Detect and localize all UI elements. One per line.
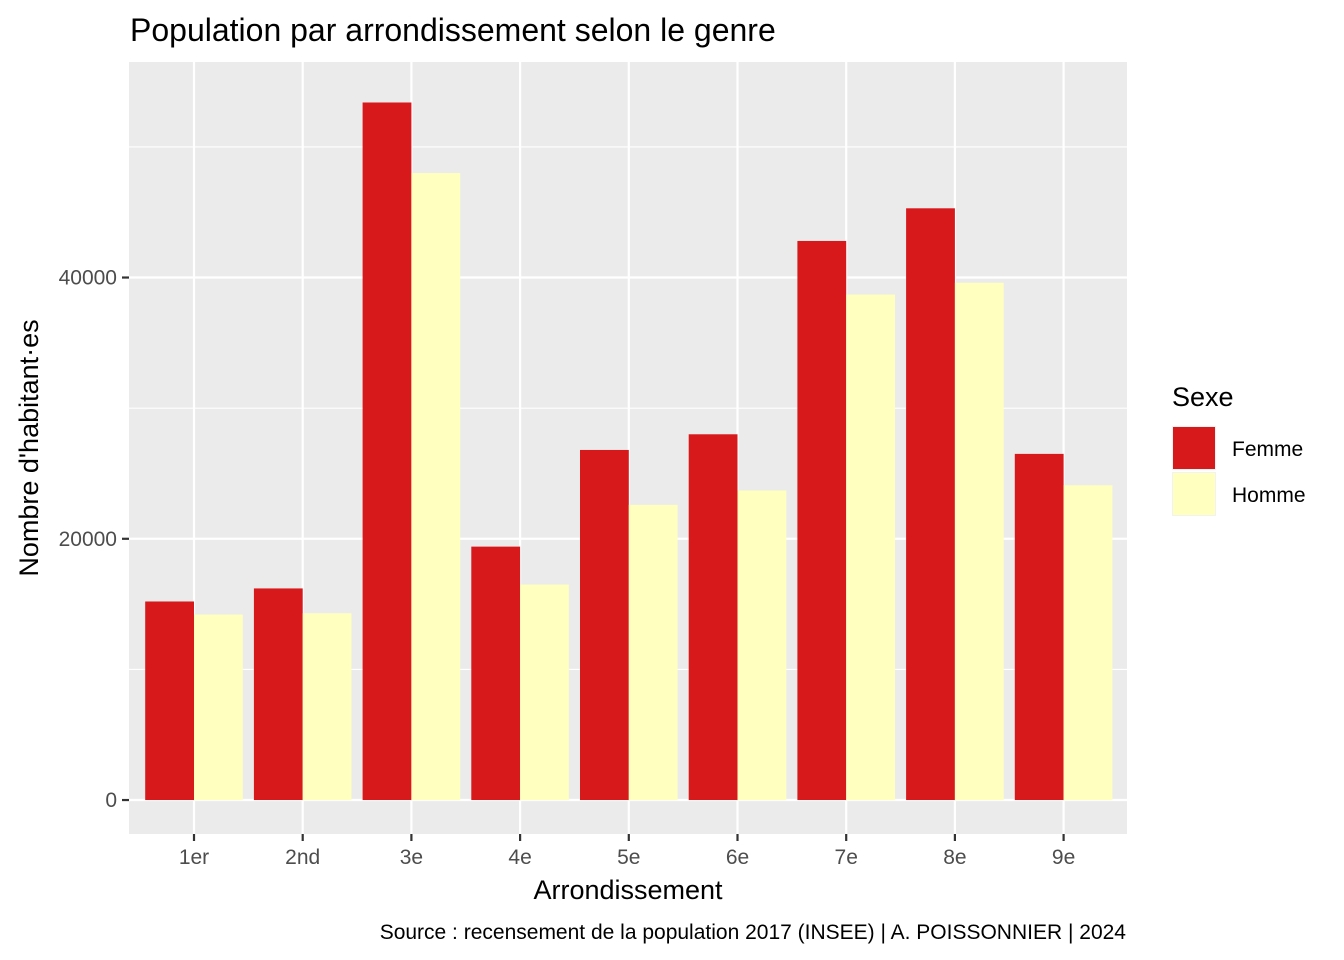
- legend-title: Sexe: [1172, 382, 1234, 412]
- legend: Sexe Femme Homme: [1172, 382, 1306, 516]
- y-axis: 0 20000 40000: [59, 267, 129, 812]
- chart-title: Population par arrondissement selon le g…: [130, 12, 776, 48]
- y-tick-label: 0: [105, 789, 117, 812]
- caption: Source : recensement de la population 20…: [380, 921, 1127, 944]
- x-tick-label: 3e: [400, 846, 423, 869]
- bar-homme-1er: [194, 614, 243, 801]
- bars: [145, 102, 1113, 801]
- x-tick-label: 4e: [508, 846, 531, 869]
- x-tick-label: 9e: [1052, 846, 1075, 869]
- bar-homme-5e: [628, 504, 678, 801]
- bar-homme-7e: [846, 294, 895, 801]
- x-tick-label: 5e: [617, 846, 640, 869]
- x-tick-label: 1er: [179, 846, 209, 869]
- bar-homme-6e: [737, 490, 787, 801]
- x-axis: 1er 2nd 3e 4e 5e 6e 7e 8e 9e: [179, 834, 1075, 869]
- y-axis-title: Nombre d'habitant·es: [14, 319, 44, 576]
- bar-femme-6e: [688, 434, 738, 801]
- y-tick-label: 20000: [59, 528, 117, 551]
- legend-label-homme: Homme: [1232, 484, 1306, 507]
- bar-homme-4e: [520, 584, 569, 801]
- x-tick-label: 6e: [726, 846, 749, 869]
- bar-femme-7e: [797, 240, 847, 801]
- bar-femme-5e: [580, 449, 629, 801]
- bar-femme-9e: [1014, 453, 1064, 801]
- bar-homme-8e: [954, 282, 1004, 801]
- legend-key-femme: [1173, 427, 1215, 469]
- y-tick-label: 40000: [59, 267, 117, 290]
- x-tick-label: 2nd: [285, 846, 320, 869]
- bar-homme-2nd: [302, 613, 352, 801]
- legend-key-homme: [1173, 473, 1215, 515]
- x-tick-label: 8e: [943, 846, 966, 869]
- bar-femme-4e: [471, 546, 521, 801]
- legend-label-femme: Femme: [1232, 438, 1303, 461]
- bar-homme-3e: [411, 173, 461, 801]
- x-tick-label: 7e: [835, 846, 858, 869]
- bar-femme-1er: [145, 601, 194, 801]
- bar-femme-3e: [362, 102, 412, 801]
- bar-femme-8e: [906, 208, 955, 801]
- bar-femme-2nd: [253, 588, 303, 801]
- bar-homme-9e: [1063, 485, 1113, 801]
- x-axis-title: Arrondissement: [533, 875, 723, 905]
